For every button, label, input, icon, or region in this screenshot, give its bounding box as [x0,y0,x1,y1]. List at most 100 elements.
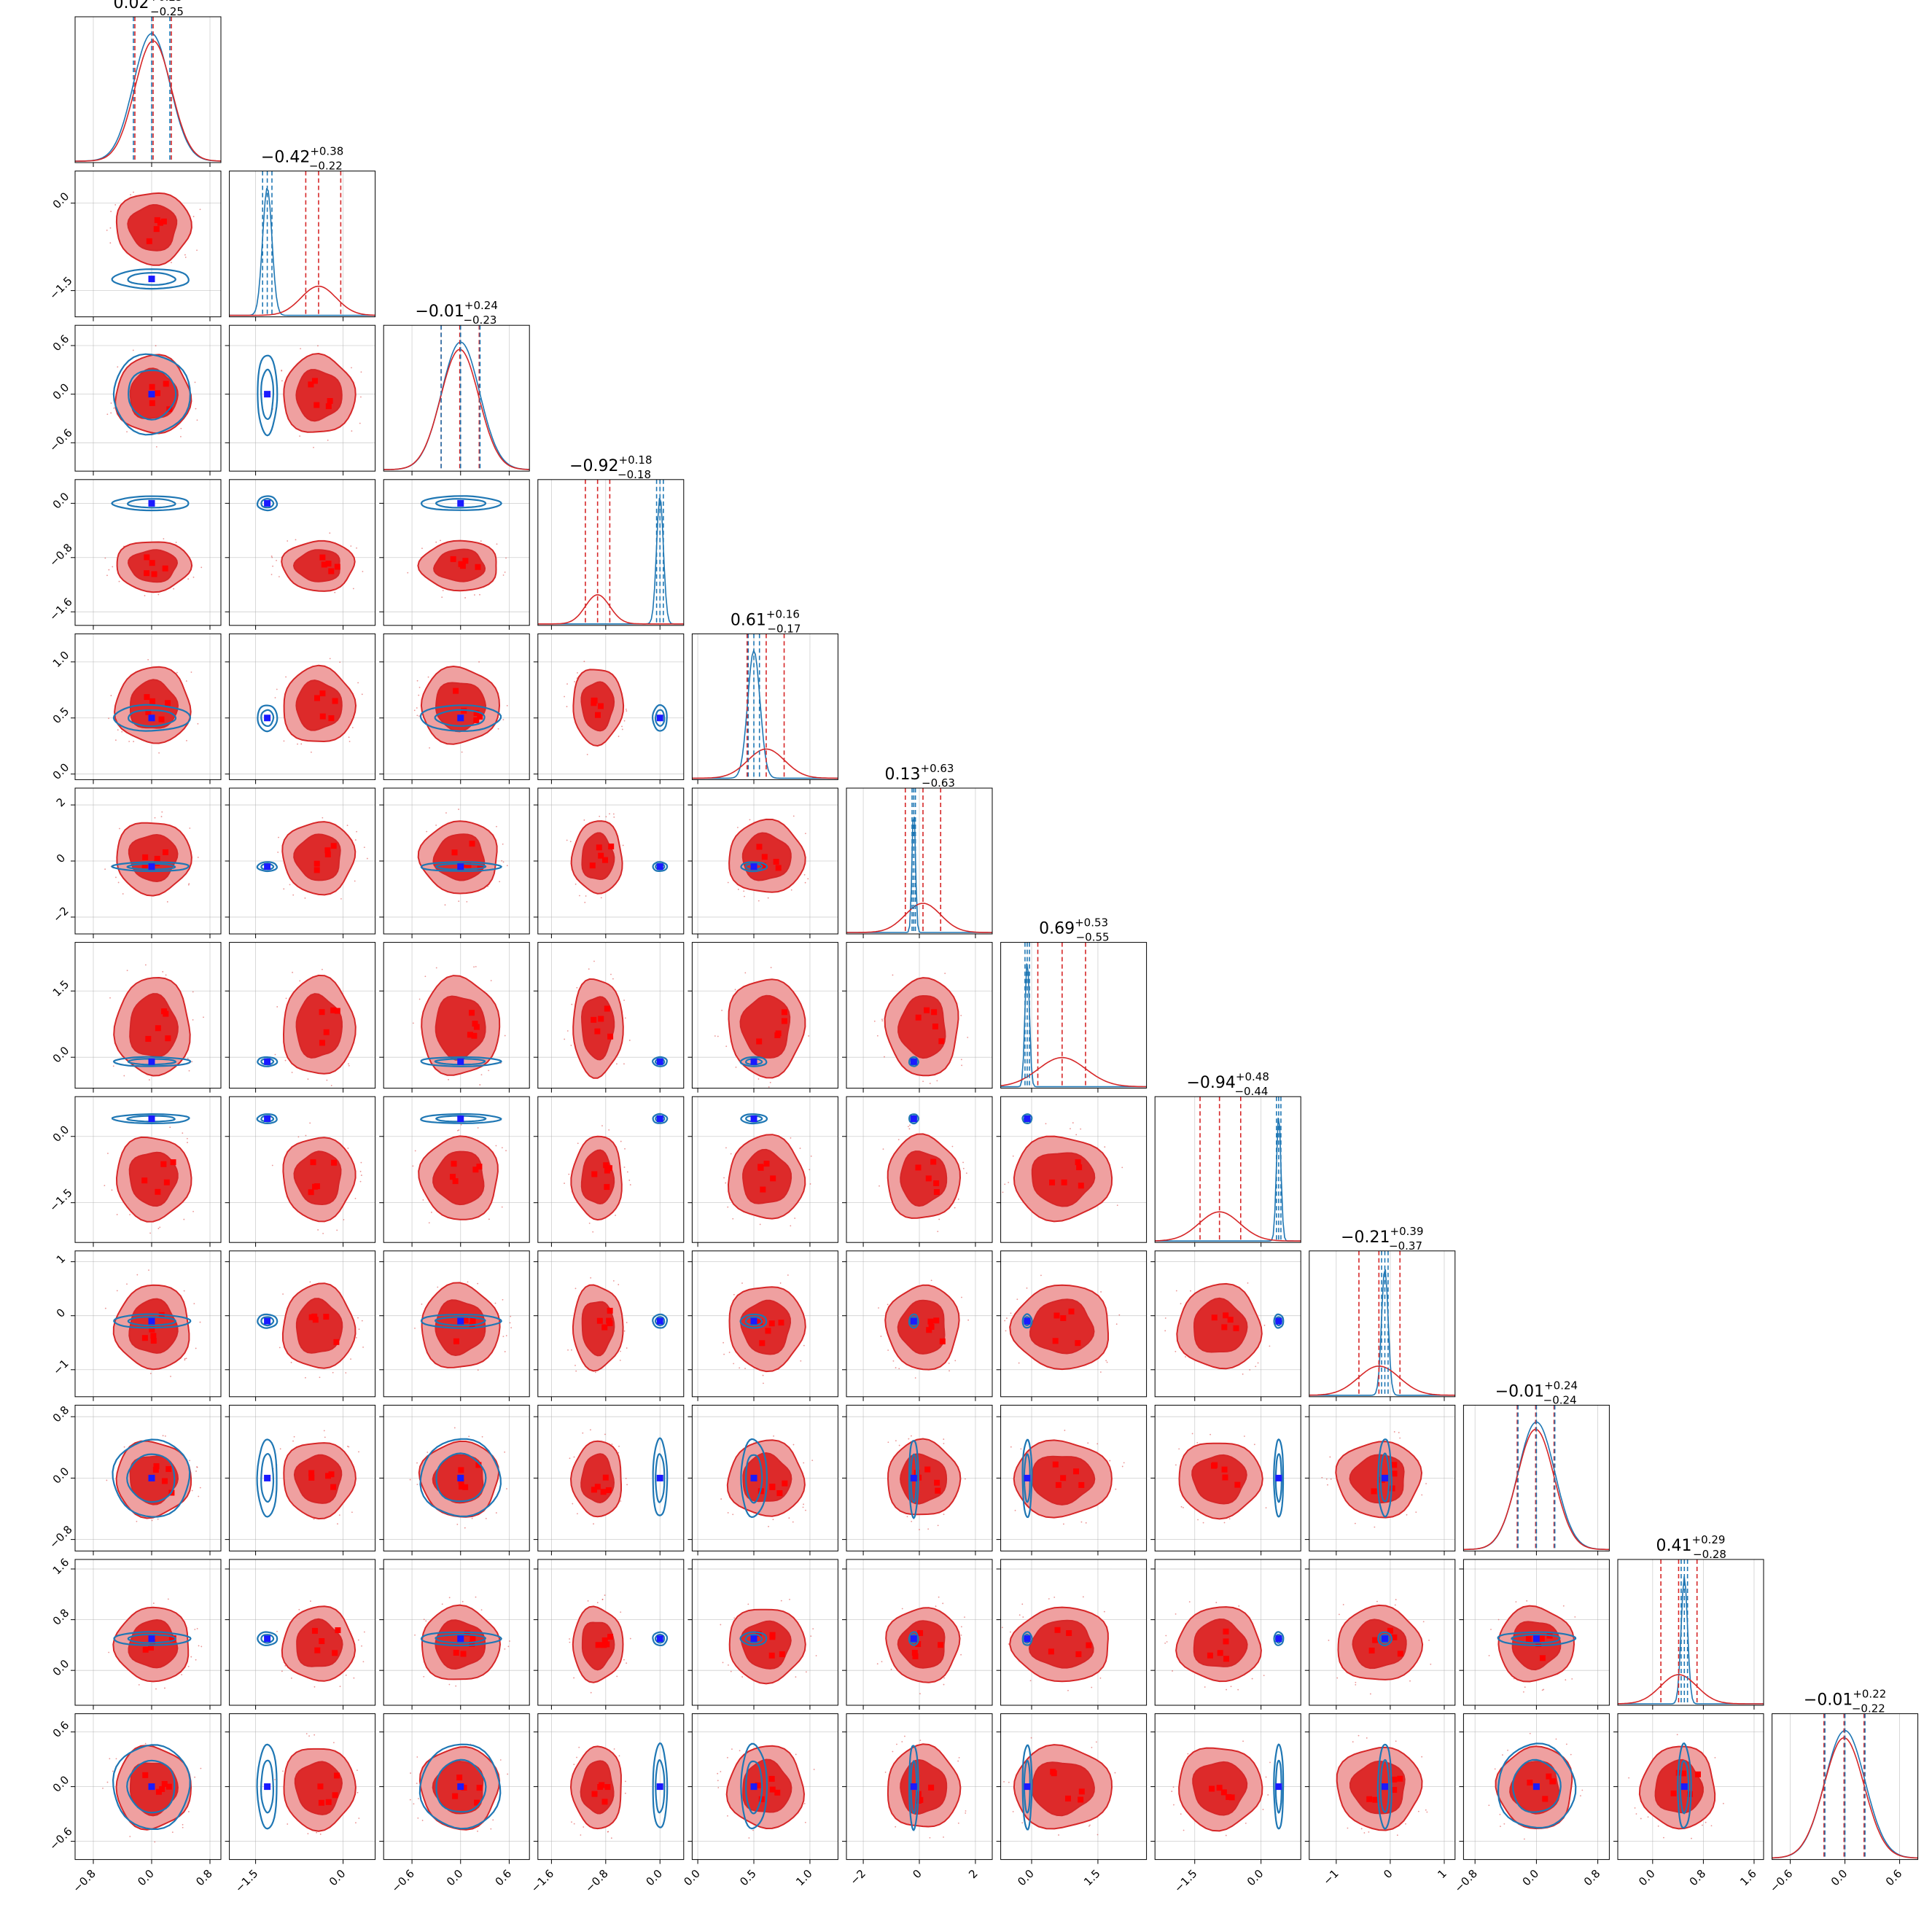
red-sample-point [772,1519,774,1521]
red-sample-point [960,1015,962,1016]
red-sample-point [1502,1754,1503,1756]
title-plus: +0.29 [1692,1533,1726,1546]
truth-marker [264,391,271,398]
title-median: 0.69 [1039,920,1075,938]
red-sample-point [779,1282,782,1284]
red-marker [1670,1790,1677,1796]
truth-marker [1024,1115,1031,1123]
blue-contour-inner [1379,1758,1390,1813]
panel-7-5 [688,942,838,1093]
red-sample-point [1507,1749,1508,1751]
red-sample-point [502,574,505,576]
red-sample-point [1347,1827,1349,1829]
red-sample-point [304,897,306,899]
red-marker [607,1033,614,1040]
red-marker [141,862,148,869]
panel-frame [691,1250,838,1398]
blue-contour-inner [126,862,176,870]
red-marker [319,554,326,561]
x-tick-label: 0 [910,1867,924,1881]
red-sample-point [106,574,108,577]
red-sample-point [175,542,177,543]
red-marker [1212,1462,1218,1468]
red-sample-point [1500,1826,1501,1828]
red-marker [155,1188,161,1195]
red-marker [453,688,459,694]
red-sample-point [151,1519,153,1522]
red-sample-point [1396,1834,1398,1836]
red-marker [311,378,318,384]
red-sample-point [596,1602,599,1604]
red-sample-point [1580,1795,1581,1797]
red-sample-point [132,349,134,351]
y-tick-label: 1.6 [50,1556,72,1578]
red-sample-point [590,1691,592,1694]
red-sample-point [505,557,507,559]
red-sample-point [1165,1635,1167,1637]
red-sample-point [466,900,468,903]
red-sample-point [196,249,198,252]
red-sample-point [423,1619,425,1621]
blue-contour-outer [740,1742,768,1830]
red-sample-point [574,681,575,682]
red-sample-point [426,830,428,833]
red-sample-point [759,1223,761,1226]
red-marker [1054,1627,1061,1633]
red-sample-point [128,741,131,742]
red-sample-point [967,1037,969,1038]
red-sample-point [620,1611,622,1613]
red-marker [755,1631,762,1637]
red-sample-point [158,752,160,754]
panel-8-3 [379,1096,530,1247]
red-sample-point [1115,1323,1118,1325]
red-sample-point [116,1214,118,1215]
red-sample-point [1497,1619,1500,1621]
red-sample-point [1243,1436,1245,1437]
red-sample-point [504,1351,506,1352]
red-sample-point [1369,1693,1371,1695]
red-sample-point [182,1826,184,1828]
panel-frame [1154,1559,1301,1706]
red-sample-point [506,705,508,706]
red-sample-point [276,559,277,561]
blue-contour-inner [655,1453,666,1503]
y-tick-label: 0.8 [50,1403,72,1425]
red-histogram [229,285,375,316]
truth-marker [656,1317,663,1325]
red-sample-point [569,1641,571,1643]
red-marker [462,558,469,564]
red-histogram [1309,1365,1455,1396]
red-marker [1211,1314,1218,1321]
red-sample-point [1499,1813,1501,1815]
red-sample-point [1223,1522,1226,1524]
red-sample-point [196,1466,198,1468]
red-sample-point [350,545,352,547]
blue-contour-outer [652,1056,668,1067]
red-sample-point [104,1307,106,1309]
red-sample-point [626,1484,628,1486]
panel-content [537,1713,684,1860]
red-sample-point [357,1317,359,1319]
red-sample-point [876,1035,879,1037]
red-marker [152,1467,159,1473]
red-marker [933,1317,940,1324]
red-sample-point [803,1503,804,1506]
red-marker [325,1799,332,1805]
red-sample-point [1425,1809,1427,1811]
red-marker [608,844,615,850]
red-marker [157,219,163,226]
red-sample-point [908,1438,910,1440]
red-sample-point [714,1035,716,1037]
red-sample-point [347,1148,349,1149]
red-sample-point [1180,1506,1183,1508]
red-marker [142,1646,149,1653]
panel-content [692,1559,838,1705]
red-sample-point [1180,1303,1182,1304]
red-sample-point [149,1232,151,1234]
red-marker [148,1644,155,1651]
red-sample-point [792,1521,794,1523]
red-marker [460,1651,467,1657]
red-sample-point [1503,1823,1506,1825]
panel-8-6 [842,1096,993,1247]
